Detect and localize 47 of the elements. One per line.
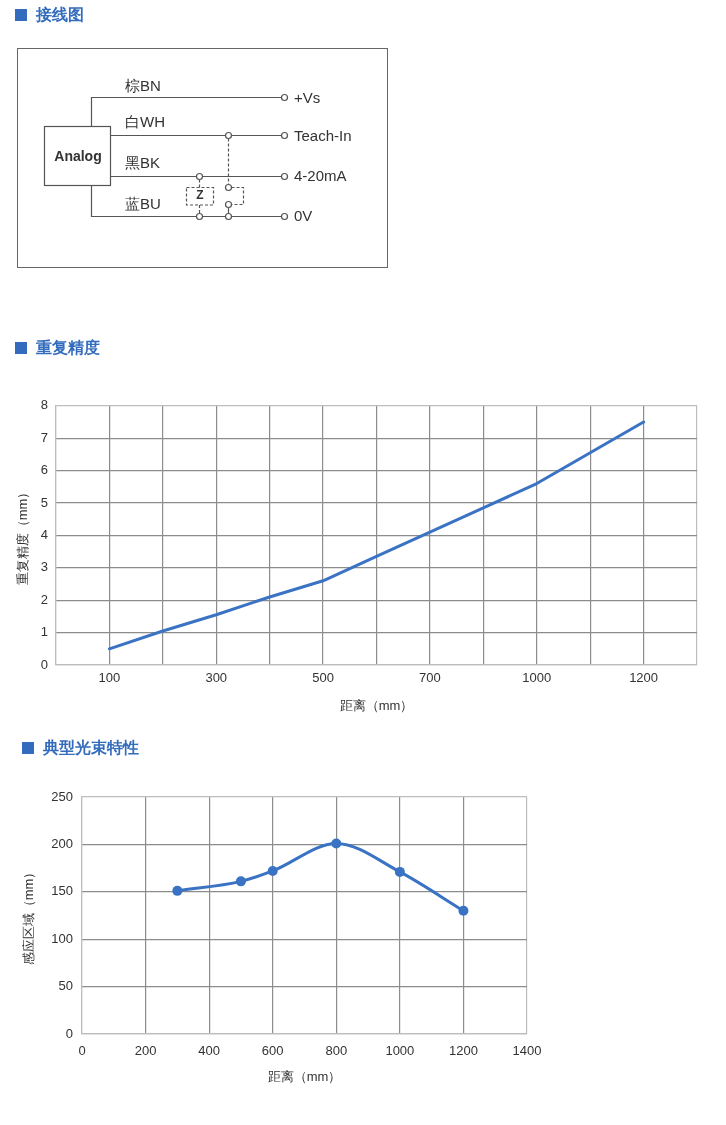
x-tick-label: 0	[78, 1043, 86, 1059]
x-tick-label: 600	[261, 1043, 284, 1059]
point	[267, 865, 278, 876]
text: Teach-In	[294, 127, 352, 145]
y-tick-label: 150	[51, 883, 73, 899]
y-tick-label: 0	[40, 656, 48, 672]
text: +Vs	[294, 89, 321, 107]
point	[394, 866, 405, 877]
y-axis-title: 感应区域（mm）	[21, 865, 37, 966]
x-tick-label: 1200	[448, 1043, 478, 1059]
y-tick-label: 5	[40, 494, 48, 510]
y-tick-label: 1	[40, 624, 48, 640]
text: 棕BN	[125, 77, 161, 95]
y-tick-label: 100	[51, 930, 73, 946]
x-tick-label: 800	[325, 1043, 348, 1059]
x-tick-label: 700	[419, 670, 441, 686]
y-tick-label: 0	[65, 1025, 73, 1041]
y-axis-title: 重复精度（mm）	[15, 485, 31, 586]
y-tick-label: 7	[40, 429, 48, 445]
x-tick-label: 500	[312, 670, 334, 686]
y-tick-label: 6	[40, 462, 48, 478]
point	[172, 885, 183, 896]
x-axis-title: 距离（mm）	[339, 697, 414, 713]
x-tick-label: 300	[205, 670, 228, 686]
y-tick-label: 2	[40, 591, 48, 607]
x-tick-label: 100	[98, 670, 121, 686]
x-tick-label: 200	[134, 1043, 157, 1059]
x-tick-label: 1000	[522, 670, 552, 686]
y-tick-label: 4	[40, 526, 48, 542]
y-tick-label: 3	[40, 559, 48, 575]
y-tick-label: 250	[51, 788, 73, 804]
text: 4-20mA	[294, 167, 347, 185]
text: 0V	[294, 207, 313, 225]
x-tick-label: 1400	[512, 1043, 542, 1059]
point	[458, 905, 469, 916]
y-tick-label: 50	[58, 978, 73, 994]
text: 接线图	[36, 5, 84, 25]
chart-title: 典型光束特性	[43, 738, 139, 758]
x-axis-title: 距离（mm）	[267, 1068, 342, 1084]
x-tick-label: 400	[198, 1043, 220, 1059]
x-tick-label: 1200	[629, 670, 659, 686]
point	[235, 876, 246, 887]
y-tick-label: 8	[40, 397, 48, 413]
point	[331, 838, 342, 849]
x-tick-label: 1000	[385, 1043, 415, 1059]
y-tick-label: 200	[51, 835, 73, 851]
chart-title: 重复精度	[36, 338, 100, 358]
